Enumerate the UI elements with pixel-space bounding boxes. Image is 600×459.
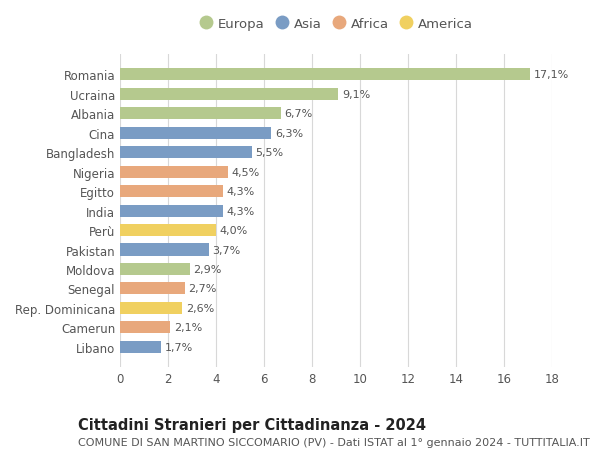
Bar (120, 108, 281, 120)
Text: 2,1%: 2,1% (174, 323, 202, 333)
Bar (120, 166, 228, 179)
Text: 4,3%: 4,3% (227, 187, 255, 197)
Bar (120, 186, 223, 198)
Text: 3,7%: 3,7% (212, 245, 241, 255)
Text: 2,7%: 2,7% (188, 284, 217, 294)
Bar (120, 89, 338, 101)
Text: 17,1%: 17,1% (534, 70, 569, 80)
Bar (120, 69, 530, 81)
Bar (120, 244, 209, 256)
Bar (120, 224, 216, 236)
Text: 2,9%: 2,9% (193, 264, 221, 274)
Text: 6,3%: 6,3% (275, 129, 303, 139)
Bar (120, 263, 190, 275)
Bar (120, 283, 185, 295)
Text: 2,6%: 2,6% (186, 303, 214, 313)
Text: COMUNE DI SAN MARTINO SICCOMARIO (PV) - Dati ISTAT al 1° gennaio 2024 - TUTTITAL: COMUNE DI SAN MARTINO SICCOMARIO (PV) - … (78, 437, 590, 447)
Text: 6,7%: 6,7% (284, 109, 313, 119)
Text: 4,0%: 4,0% (220, 225, 248, 235)
Legend: Europa, Asia, Africa, America: Europa, Asia, Africa, America (199, 18, 473, 31)
Bar (120, 205, 223, 217)
Text: Cittadini Stranieri per Cittadinanza - 2024: Cittadini Stranieri per Cittadinanza - 2… (78, 417, 426, 432)
Bar (120, 341, 161, 353)
Text: 1,7%: 1,7% (164, 342, 193, 352)
Bar (120, 128, 271, 140)
Text: 4,3%: 4,3% (227, 206, 255, 216)
Bar (120, 322, 170, 334)
Bar (120, 302, 182, 314)
Text: 9,1%: 9,1% (342, 90, 370, 100)
Bar (120, 147, 252, 159)
Text: 4,5%: 4,5% (232, 168, 260, 177)
Text: 5,5%: 5,5% (256, 148, 284, 158)
